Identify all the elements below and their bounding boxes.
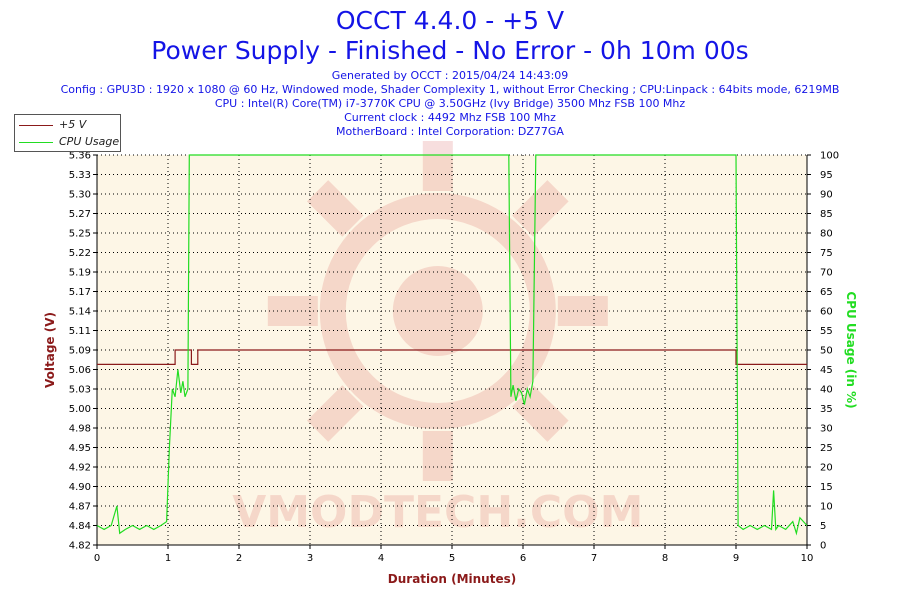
- x-tick-label: 6: [520, 553, 526, 564]
- legend-swatch-voltage: [19, 125, 53, 126]
- y-left-tick-label: 5.09: [69, 346, 91, 357]
- x-tick-label: 2: [236, 553, 242, 564]
- y-left-tick-label: 5.22: [69, 248, 91, 259]
- y-left-tick-label: 5.27: [69, 209, 91, 220]
- y-left-tick-label: 4.98: [69, 424, 91, 435]
- legend: +5 V CPU Usage: [14, 114, 121, 152]
- y-left-tick-label: 5.17: [69, 287, 91, 298]
- legend-label-voltage: +5 V: [59, 118, 87, 131]
- watermark-ring: [319, 193, 556, 429]
- y-right-tick-label: 50: [820, 346, 833, 357]
- y-left-tick-label: 4.90: [69, 482, 91, 493]
- y-right-tick-label: 15: [820, 482, 833, 493]
- x-tick-label: 3: [307, 553, 313, 564]
- watermark-text: VMODTECH.COM: [232, 487, 643, 538]
- chart-subtitle: Power Supply - Finished - No Error - 0h …: [151, 36, 749, 65]
- y-right-tick-label: 75: [820, 248, 833, 259]
- y-right-tick-label: 70: [820, 268, 833, 279]
- y-left-tick-label: 5.11: [69, 326, 91, 337]
- y-right-tick-label: 30: [820, 424, 833, 435]
- watermark-spike: [306, 385, 364, 442]
- y-right-tick-label: 20: [820, 463, 833, 474]
- y-left-tick-label: 5.36: [69, 151, 91, 162]
- x-axis-title: Duration (Minutes): [388, 572, 516, 586]
- y-left-tick-label: 4.95: [69, 443, 91, 454]
- x-tick-label: 5: [449, 553, 455, 564]
- y-right-tick-label: 85: [820, 209, 833, 220]
- y-left-tick-label: 5.14: [69, 307, 91, 318]
- y-right-tick-label: 65: [820, 287, 833, 298]
- y-left-tick-label: 4.92: [69, 463, 91, 474]
- config-info: Config : GPU3D : 1920 x 1080 @ 60 Hz, Wi…: [60, 83, 840, 96]
- x-tick-label: 7: [591, 553, 597, 564]
- y-left-tick-label: 5.06: [69, 365, 91, 376]
- series-line-voltage: [97, 349, 807, 365]
- watermark-spike: [512, 180, 569, 237]
- y-left-tick-label: 5.30: [69, 190, 91, 201]
- cpu-info: CPU : Intel(R) Core(TM) i7-3770K CPU @ 3…: [214, 97, 686, 110]
- watermark-spike: [306, 180, 364, 237]
- x-tick-label: 1: [165, 553, 171, 564]
- y-right-tick-label: 25: [820, 443, 833, 454]
- series-line-cpu-usage: [96, 154, 808, 536]
- y-left-tick-label: 4.82: [69, 541, 91, 552]
- y-right-tick-label: 45: [820, 365, 833, 376]
- x-tick-label: 4: [378, 553, 384, 564]
- y-right-tick-label: 0: [820, 541, 826, 552]
- watermark-spike: [512, 385, 569, 442]
- y-right-axis-title: CPU Usage (in %): [844, 291, 858, 408]
- motherboard-info: MotherBoard : Intel Corporation: DZ77GA: [336, 125, 564, 138]
- legend-label-cpu: CPU Usage: [59, 135, 120, 148]
- generated-info: Generated by OCCT : 2015/04/24 14:43:09: [331, 69, 569, 82]
- y-right-tick-label: 5: [820, 521, 826, 532]
- y-right-tick-label: 80: [820, 229, 833, 240]
- y-left-tick-label: 5.33: [69, 170, 91, 181]
- y-right-tick-label: 95: [820, 170, 833, 181]
- y-left-tick-label: 5.00: [69, 404, 91, 415]
- legend-swatch-cpu: [19, 142, 53, 143]
- chart-title: OCCT 4.4.0 - +5 V: [335, 6, 565, 35]
- y-left-tick-label: 4.84: [69, 521, 91, 532]
- x-tick-label: 0: [94, 553, 100, 564]
- y-right-tick-label: 90: [820, 190, 833, 201]
- y-left-tick-label: 4.87: [69, 502, 91, 513]
- x-tick-label: 8: [662, 553, 668, 564]
- x-tick-label: 9: [733, 553, 739, 564]
- y-right-tick-label: 60: [820, 307, 833, 318]
- y-left-axis-title: Voltage (V): [43, 312, 57, 388]
- y-right-tick-label: 10: [820, 502, 833, 513]
- y-right-tick-label: 100: [820, 151, 839, 162]
- clock-info: Current clock : 4492 Mhz FSB 100 Mhz: [344, 111, 556, 124]
- x-tick-label: 10: [801, 553, 814, 564]
- y-left-tick-label: 5.19: [69, 268, 91, 279]
- y-left-tick-label: 5.03: [69, 385, 91, 396]
- y-right-tick-label: 55: [820, 326, 833, 337]
- y-left-tick-label: 5.25: [69, 229, 91, 240]
- y-right-tick-label: 35: [820, 404, 833, 415]
- y-right-tick-label: 40: [820, 385, 833, 396]
